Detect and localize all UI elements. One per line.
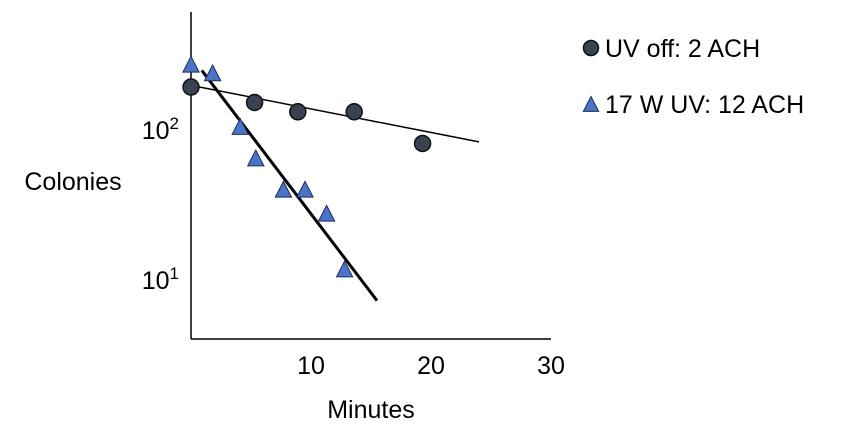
data-point [203,63,222,82]
y-tick-label: 102 [142,114,179,145]
data-point [246,148,265,167]
x-axis-label: Minutes [327,396,415,424]
x-tick-label: 30 [537,352,565,380]
data-point [317,204,336,222]
data-point [245,93,264,112]
data-point [182,55,200,73]
x-tick-label: 10 [297,352,325,380]
data-point [413,134,432,153]
x-tick-labels: 10 20 30 [297,352,565,380]
data-point [182,78,200,96]
data-point [274,180,293,198]
fit-line [200,69,379,302]
data-points [182,55,432,278]
data-point [345,103,363,121]
legend-marker [582,95,600,112]
axes [190,12,551,340]
data-point [335,259,354,278]
y-tick-label: 101 [142,264,179,295]
legend: UV off: 2 ACH 17 W UV: 12 ACH [582,35,804,119]
data-point [289,103,307,121]
y-tick-labels: 102 101 [142,114,179,295]
legend-marker [582,39,600,57]
x-tick-label: 20 [417,352,445,380]
y-axis-label: Colonies [24,168,121,196]
fit-lines [190,69,480,302]
fit-line [190,84,480,143]
legend-label: UV off: 2 ACH [605,35,760,63]
data-point [296,180,314,198]
legend-label: 17 W UV: 12 ACH [605,91,804,119]
data-point [231,117,250,135]
